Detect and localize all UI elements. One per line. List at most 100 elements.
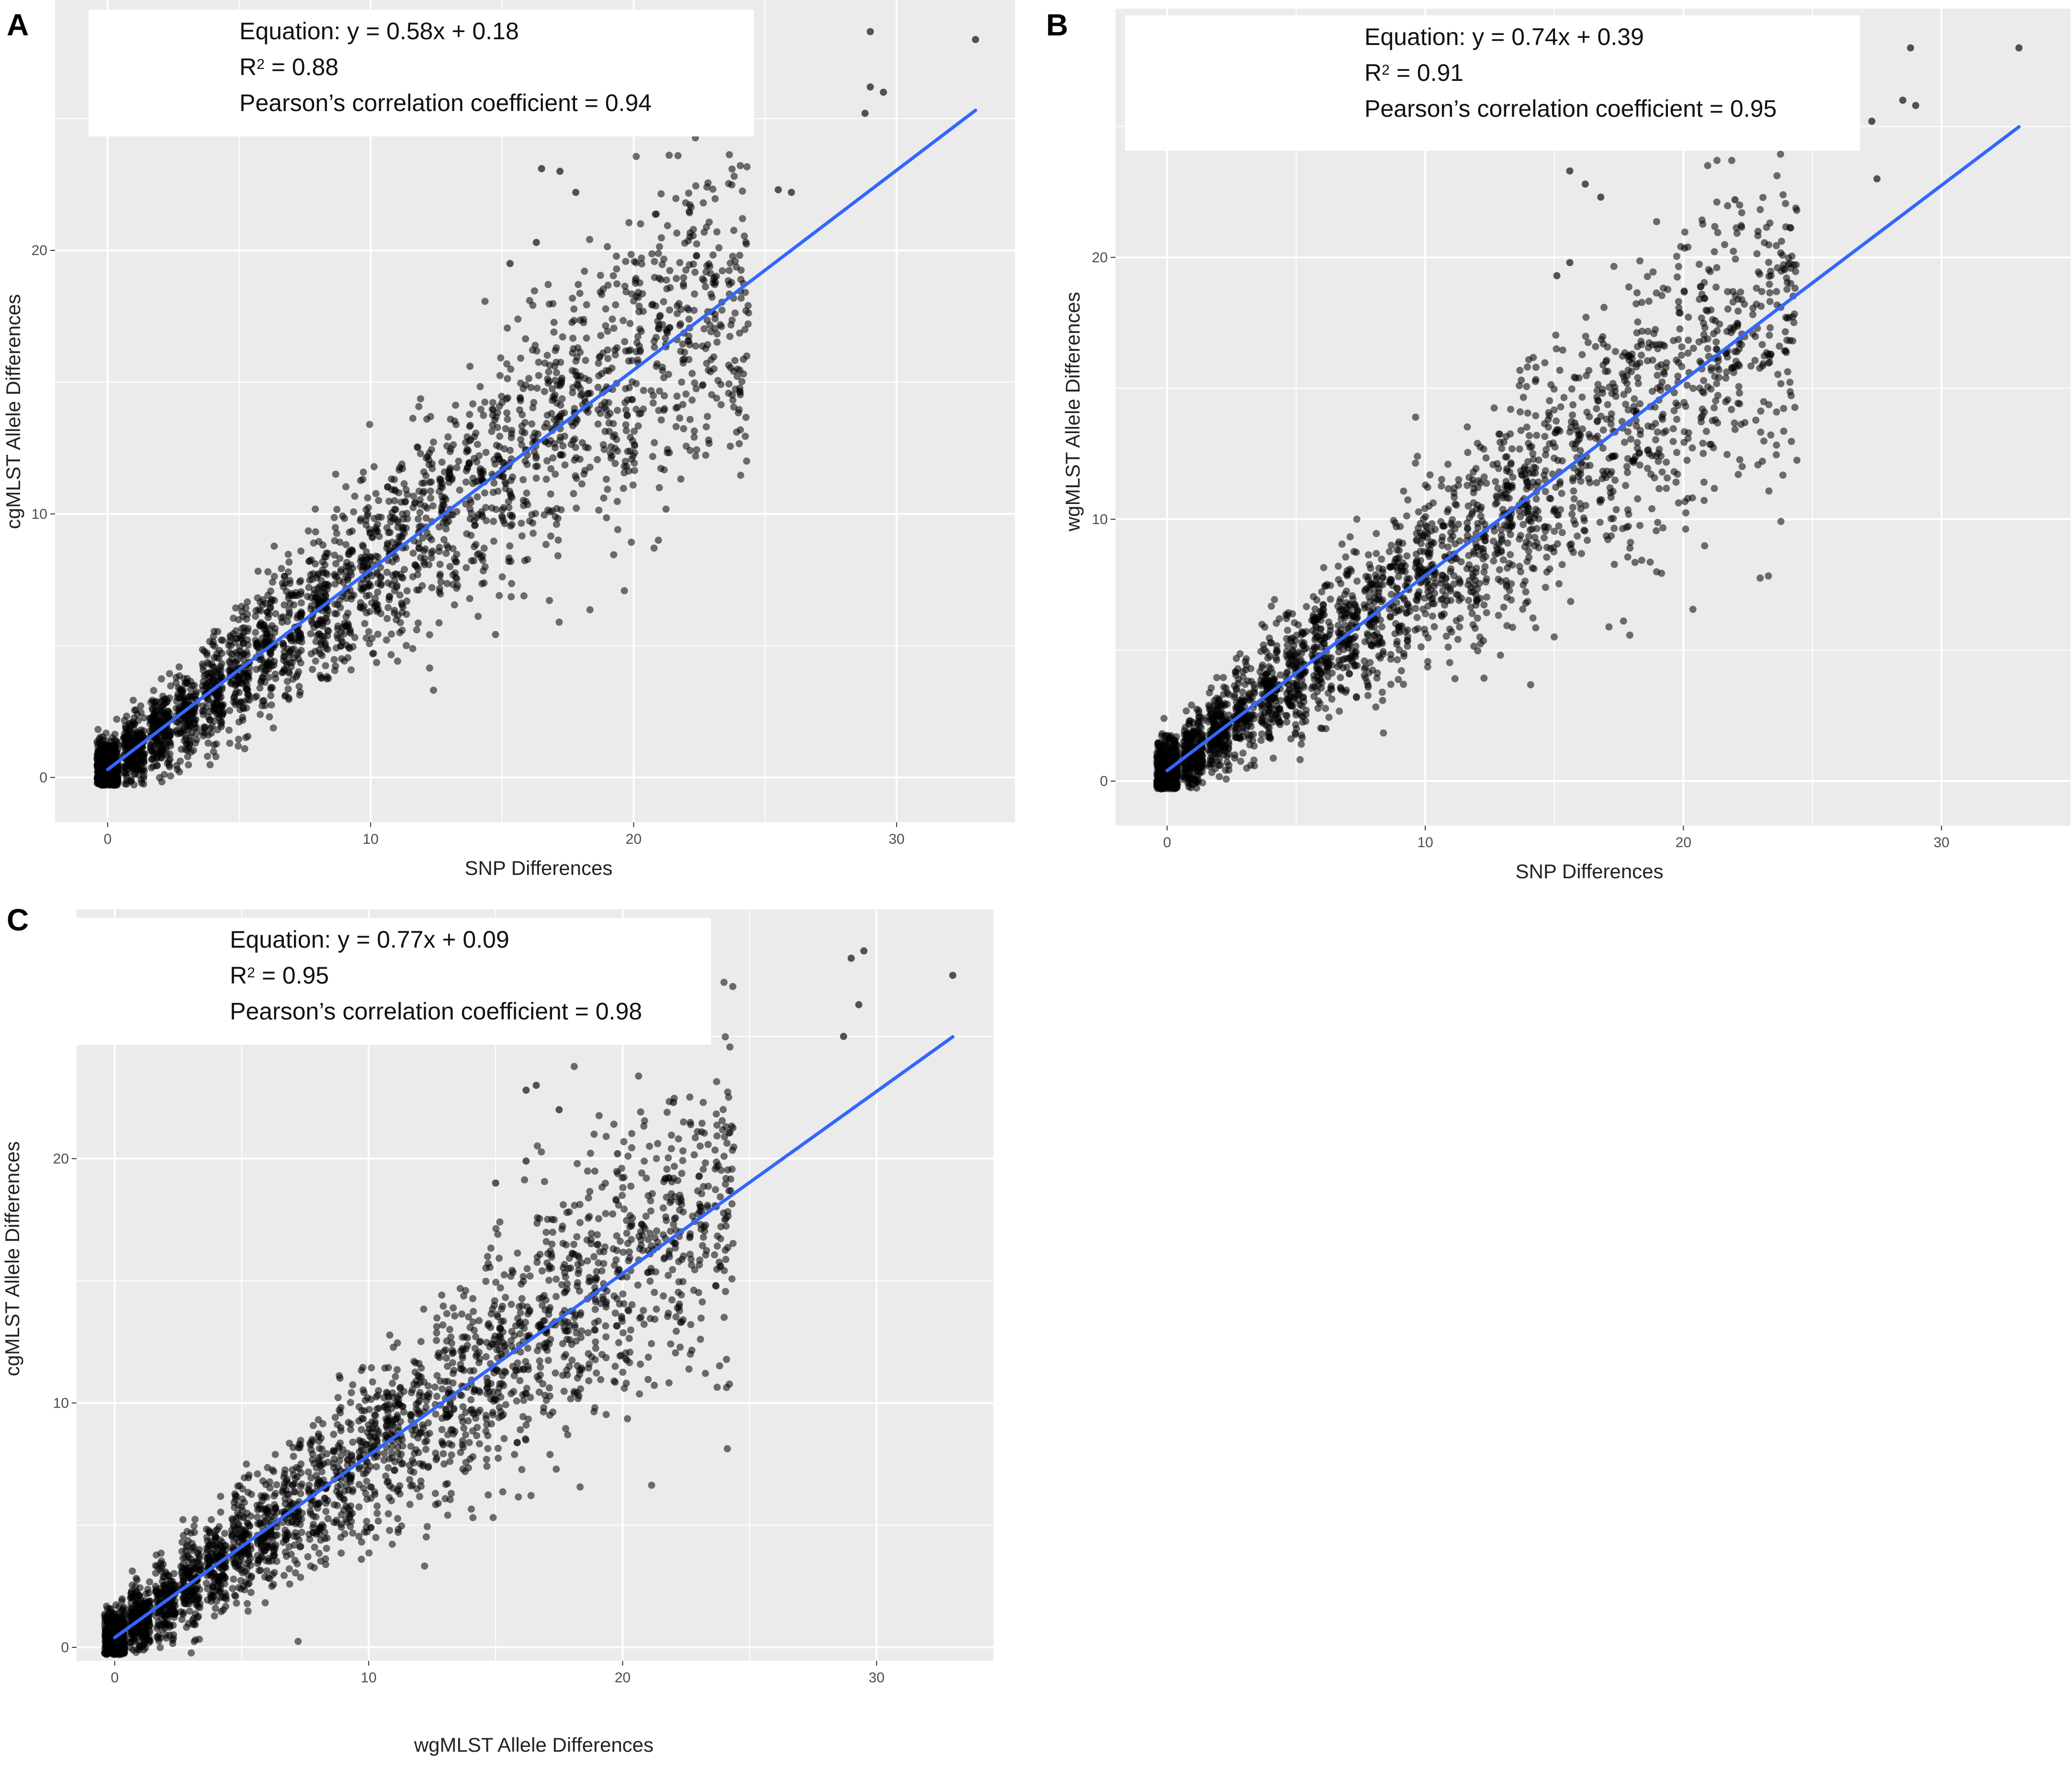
data-point [1711, 223, 1719, 230]
data-point [1659, 524, 1667, 532]
data-point [267, 692, 275, 699]
data-point [364, 510, 372, 518]
data-point [680, 274, 687, 281]
data-point-outlier [532, 239, 540, 246]
data-point [666, 267, 674, 274]
data-point [1578, 425, 1586, 433]
data-point [681, 239, 688, 247]
data-point [688, 369, 696, 377]
data-point [1644, 465, 1651, 472]
data-point [741, 325, 749, 333]
data-point [518, 428, 526, 436]
data-point [482, 448, 490, 456]
data-point [1713, 363, 1721, 371]
data-point [603, 514, 610, 522]
data-point [1530, 354, 1537, 361]
data-point [308, 617, 315, 625]
data-point [653, 363, 660, 370]
data-point [240, 628, 248, 636]
data-point [1732, 255, 1739, 263]
data-point [385, 593, 393, 601]
regression-line [106, 108, 978, 772]
data-point [676, 259, 684, 267]
data-point [1430, 623, 1438, 630]
data-point [597, 410, 604, 417]
data-point [315, 570, 323, 578]
data-point [541, 388, 548, 395]
data-point [365, 592, 373, 599]
data-point [373, 606, 381, 614]
data-point [297, 577, 304, 584]
data-point [123, 777, 131, 784]
x-tick-label: 30 [889, 831, 904, 847]
data-point [337, 604, 344, 611]
data-point [549, 454, 557, 462]
data-point [1789, 337, 1797, 345]
data-point [1532, 363, 1540, 371]
data-point [608, 315, 616, 323]
data-point [699, 199, 707, 207]
data-point [262, 600, 270, 607]
data-point [348, 571, 355, 579]
data-point [450, 555, 458, 562]
data-point [622, 427, 630, 435]
data-point [1535, 456, 1543, 464]
data-point [106, 773, 113, 781]
data-point [188, 729, 195, 737]
data-point [1464, 526, 1472, 533]
data-point [1672, 478, 1680, 486]
data-point [307, 630, 315, 638]
data-point [1674, 372, 1682, 380]
data-point [1625, 283, 1633, 291]
data-point [527, 384, 535, 392]
data-point [541, 424, 549, 431]
r-squared-text: R2 = 0.88 [239, 49, 754, 85]
data-point [1626, 631, 1633, 639]
data-point [312, 657, 319, 665]
data-point [1387, 541, 1395, 549]
data-point [658, 234, 665, 242]
data-point [137, 759, 145, 767]
data-point [226, 739, 234, 747]
data-point [730, 226, 738, 234]
data-point [252, 629, 259, 636]
data-point [526, 517, 533, 525]
data-point [1654, 384, 1661, 392]
data-point [357, 603, 364, 611]
data-point [1412, 604, 1419, 612]
data-point [1188, 701, 1195, 709]
data-point [628, 357, 636, 364]
data-point [605, 367, 613, 375]
data-point [366, 421, 373, 428]
data-point [1507, 405, 1514, 413]
data-point [394, 518, 402, 526]
data-point [167, 772, 174, 780]
data-point [532, 452, 540, 460]
data-point [1268, 603, 1275, 610]
data-point [472, 521, 479, 529]
data-point [586, 235, 594, 243]
data-point [1758, 288, 1766, 295]
data-point [462, 439, 470, 447]
data-point [1493, 499, 1501, 506]
data-point [1627, 538, 1634, 546]
data-point [1633, 300, 1640, 308]
data-point [1622, 401, 1630, 408]
data-point [1675, 499, 1682, 507]
data-point [267, 587, 274, 595]
data-point [691, 269, 699, 276]
data-point [543, 352, 551, 359]
data-point [1777, 518, 1785, 525]
data-point [1624, 469, 1631, 476]
y-tick-label: 10 [1092, 512, 1108, 527]
data-point [362, 521, 370, 529]
data-point [631, 277, 639, 284]
data-point [602, 305, 609, 313]
data-point [415, 515, 422, 523]
data-point [569, 422, 577, 429]
data-point [439, 519, 447, 526]
data-point [1722, 374, 1730, 382]
data-point [471, 455, 478, 462]
data-point [619, 485, 627, 492]
data-point [742, 414, 750, 421]
